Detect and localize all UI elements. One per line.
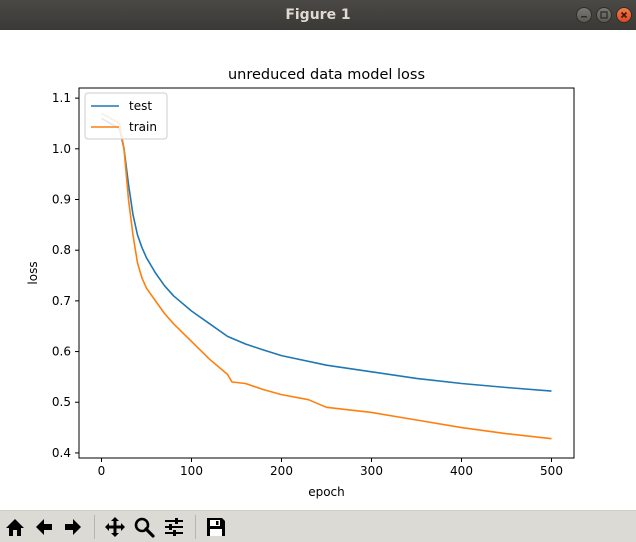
x-tick-label: 300 [360,464,383,478]
save-icon [207,518,225,536]
back-arrow-icon [36,519,52,535]
close-button[interactable] [616,7,632,23]
back-button[interactable] [31,514,57,540]
y-tick-label: 0.4 [52,446,71,460]
y-axis-label: loss [26,261,40,284]
home-button[interactable] [2,514,28,540]
legend-label-test: test [129,99,152,113]
pan-icon [105,517,125,537]
y-tick-label: 0.6 [52,345,71,359]
y-tick-label: 0.8 [52,243,71,257]
x-tick-label: 200 [270,464,293,478]
x-tick-label: 500 [540,464,563,478]
forward-button[interactable] [60,514,86,540]
forward-arrow-icon [65,519,81,535]
zoom-button[interactable] [131,514,157,540]
legend-label-train: train [129,120,157,134]
chart-title: unreduced data model loss [228,67,425,83]
x-tick-label: 400 [450,464,473,478]
subplots-config-icon [165,518,183,536]
axes-frame [78,87,575,459]
window-title: Figure 1 [285,7,351,23]
zoom-icon [134,517,155,538]
y-tick-label: 0.5 [52,395,71,409]
series-line-train [101,112,552,440]
navigation-toolbar [0,510,636,542]
x-axis-label: epoch [308,485,345,499]
window-titlebar: Figure 1 [0,0,636,30]
x-tick-label: 100 [180,464,203,478]
home-icon [6,519,24,536]
save-button[interactable] [203,514,229,540]
y-tick-label: 0.7 [52,294,71,308]
toolbar-separator [195,515,196,539]
y-tick-label: 0.9 [52,193,71,207]
toolbar-separator [94,515,95,539]
configure-subplots-button[interactable] [161,514,187,540]
series-line-test [101,117,552,392]
x-tick-label: 0 [98,464,106,478]
pan-button[interactable] [102,514,128,540]
loss-chart: unreduced data model loss 0 100 200 300 400 50… [26,67,575,499]
maximize-button[interactable] [596,7,612,23]
y-tick-label: 1.0 [52,142,71,156]
figure-canvas[interactable]: unreduced data model loss 0 100 200 300 400 50… [0,30,636,510]
y-tick-label: 1.1 [52,91,71,105]
minimize-button[interactable] [576,7,592,23]
